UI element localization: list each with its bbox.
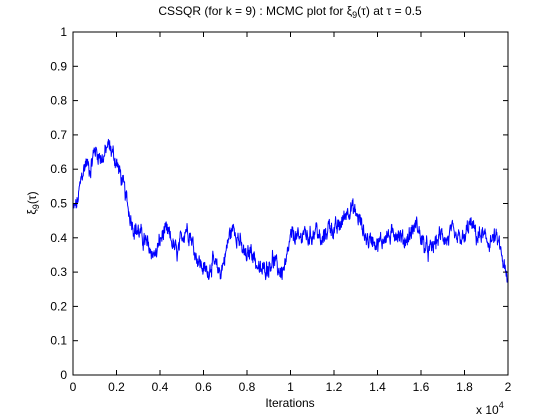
ylabel-suffix: (τ) <box>25 191 39 204</box>
plot-area <box>73 32 508 375</box>
y-axis-label: ξ9(τ) <box>25 191 41 214</box>
x-tick-label: 2 <box>505 380 512 394</box>
y-tick-label: 0.6 <box>50 162 67 176</box>
x-tick-label: 0.8 <box>239 380 256 394</box>
ylabel-symbol: ξ <box>25 209 39 215</box>
x-multiplier-exponent: 4 <box>499 400 504 410</box>
title-prefix: CSSQR (for k = 9) : MCMC plot for <box>158 4 346 18</box>
title-symbol: ξ <box>347 4 353 18</box>
title-suffix: (τ) at τ = 0.5 <box>357 4 422 18</box>
ticks-layer: 0 0.2 0.4 0.6 0.8 1 1.2 1.4 1.6 1.8 2 0 0.1 0.2 0.3 0.4… <box>50 25 511 394</box>
y-tick-label: 0.4 <box>50 231 67 245</box>
ylabel-subscript: 9 <box>31 204 41 209</box>
x-tick-label: 0.6 <box>195 380 212 394</box>
x-tick-label: 1 <box>287 380 294 394</box>
x-tick-label: 0.4 <box>152 380 169 394</box>
x-tick-label: 1.4 <box>369 380 386 394</box>
x-tick-label: 0.2 <box>108 380 125 394</box>
y-tick-label: 1 <box>60 25 67 39</box>
x-multiplier-base: x 10 <box>476 403 499 417</box>
x-tick-label: 1.2 <box>326 380 343 394</box>
chart-title: CSSQR (for k = 9) : MCMC plot for ξ9(τ) … <box>158 4 422 20</box>
y-tick-label: 0.7 <box>50 128 67 142</box>
y-tick-label: 0.1 <box>50 334 67 348</box>
x-tick-label: 0 <box>70 380 77 394</box>
x-tick-label: 1.6 <box>413 380 430 394</box>
x-axis-label: Iterations <box>265 396 314 410</box>
title-subscript: 9 <box>352 10 357 20</box>
plot-frame <box>72 31 509 376</box>
y-tick-label: 0.2 <box>50 299 67 313</box>
data-layer <box>72 138 509 284</box>
y-tick-label: 0.3 <box>50 265 67 279</box>
x-tick-label: 1.8 <box>456 380 473 394</box>
y-tick-label: 0.8 <box>50 94 67 108</box>
y-tick-label: 0.5 <box>50 197 67 211</box>
x-axis-multiplier: x 104 <box>476 400 504 417</box>
y-tick-label: 0 <box>60 368 67 382</box>
series-line <box>72 138 509 284</box>
y-tick-label: 0.9 <box>50 59 67 73</box>
